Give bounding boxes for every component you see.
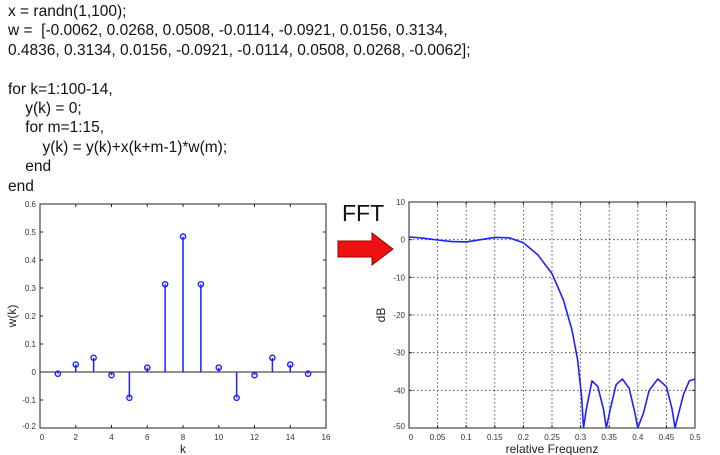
stem-chart: 0 2 4 6 8 10 12 14 16 -0.2 -0.1 0 0.1 0.2 0.3 0.4 0.5 0.6… [5, 200, 331, 455]
x-tick-label: 4 [109, 433, 114, 442]
y-axis-label: dB [374, 308, 388, 323]
code-line: end [8, 177, 34, 195]
x-tick-label: 2 [74, 433, 79, 442]
magnitude-response-line [409, 236, 695, 428]
x-tick-label: 0.45 [659, 433, 675, 442]
code-line: for k=1:100-14, [8, 80, 113, 98]
y-tick-label: 0.4 [25, 256, 37, 265]
stem-marker [90, 354, 97, 362]
matlab-code: x = randn(1,100); w = [-0.0062, 0.0268, 0… [8, 2, 471, 196]
stem-marker [161, 280, 169, 288]
y-tick-label: -50 [393, 422, 405, 431]
x-tick-label: 12 [250, 433, 259, 442]
stem-marker [215, 364, 223, 371]
stem-marker [197, 280, 205, 288]
x-tick-label: 0.5 [689, 433, 701, 442]
code-line: y(k) = 0; [8, 99, 82, 117]
frequency-response-chart: 0 0.05 0.1 0.15 0.2 0.25 0.3 0.35 0.4 0.45 0.5 -50 -… [374, 198, 701, 455]
code-line [8, 60, 471, 79]
red-arrow-icon [337, 231, 394, 267]
x-tick-label: 16 [322, 433, 331, 442]
stem-marker [143, 364, 151, 371]
stem-marker [54, 370, 62, 378]
code-line: end [8, 158, 52, 176]
x-tick-label: 0.3 [575, 433, 587, 442]
y-tick-label: 0.1 [25, 340, 37, 349]
fft-label: FFT [342, 200, 385, 226]
x-tick-label: 0.05 [430, 433, 446, 442]
stem-marker [179, 233, 187, 240]
y-tick-label: 0.5 [25, 228, 37, 237]
y-tick-label: -30 [393, 349, 405, 358]
y-tick-label: -40 [393, 386, 405, 395]
code-line: y(k) = y(k)+x(k+m-1)*w(m); [8, 138, 228, 156]
x-axis-label: k [180, 442, 187, 455]
x-tick-label: 0.4 [632, 433, 644, 442]
y-tick-label: 0.3 [25, 284, 37, 293]
stem-marker [72, 361, 80, 368]
code-line: 0.4836, 0.3134, 0.0156, -0.0921, -0.0114… [8, 41, 471, 59]
y-tick-label: 0 [32, 368, 37, 377]
stem-marker [126, 394, 133, 402]
y-tick-label: 0.6 [25, 200, 37, 209]
y-tick-label: 0 [401, 236, 406, 245]
y-axis-label: w(k) [5, 305, 19, 329]
code-line: for m=1:15, [8, 119, 105, 137]
y-tick-label: -0.2 [22, 422, 36, 431]
x-tick-label: 0.35 [601, 433, 617, 442]
y-tick-label: 0.2 [25, 312, 37, 321]
x-tick-label: 0.15 [487, 433, 503, 442]
x-tick-label: 14 [286, 433, 295, 442]
y-tick-label: -0.1 [22, 396, 36, 405]
stem-marker [269, 354, 276, 362]
x-tick-label: 0 [409, 433, 414, 442]
stem-marker [233, 394, 240, 402]
y-tick-label: 10 [396, 198, 405, 207]
x-axis-label: relative Frequenz [506, 442, 599, 455]
x-tick-label: 10 [214, 433, 223, 442]
stem-marker [286, 361, 294, 368]
x-tick-label: 0.1 [461, 433, 473, 442]
code-line: x = randn(1,100); [8, 3, 127, 20]
stem-marker [108, 371, 115, 379]
x-tick-label: 8 [181, 433, 186, 442]
code-line: w = [-0.0062, 0.0268, 0.0508, -0.0114, -… [8, 22, 448, 40]
x-tick-label: 0.25 [544, 433, 560, 442]
y-tick-label: -10 [393, 273, 405, 282]
x-tick-label: 0 [40, 433, 45, 442]
x-tick-label: 0.2 [518, 433, 530, 442]
stem-marker [304, 370, 312, 378]
x-tick-label: 6 [145, 433, 150, 442]
stem-marker [251, 371, 258, 379]
y-tick-label: -20 [393, 311, 405, 320]
